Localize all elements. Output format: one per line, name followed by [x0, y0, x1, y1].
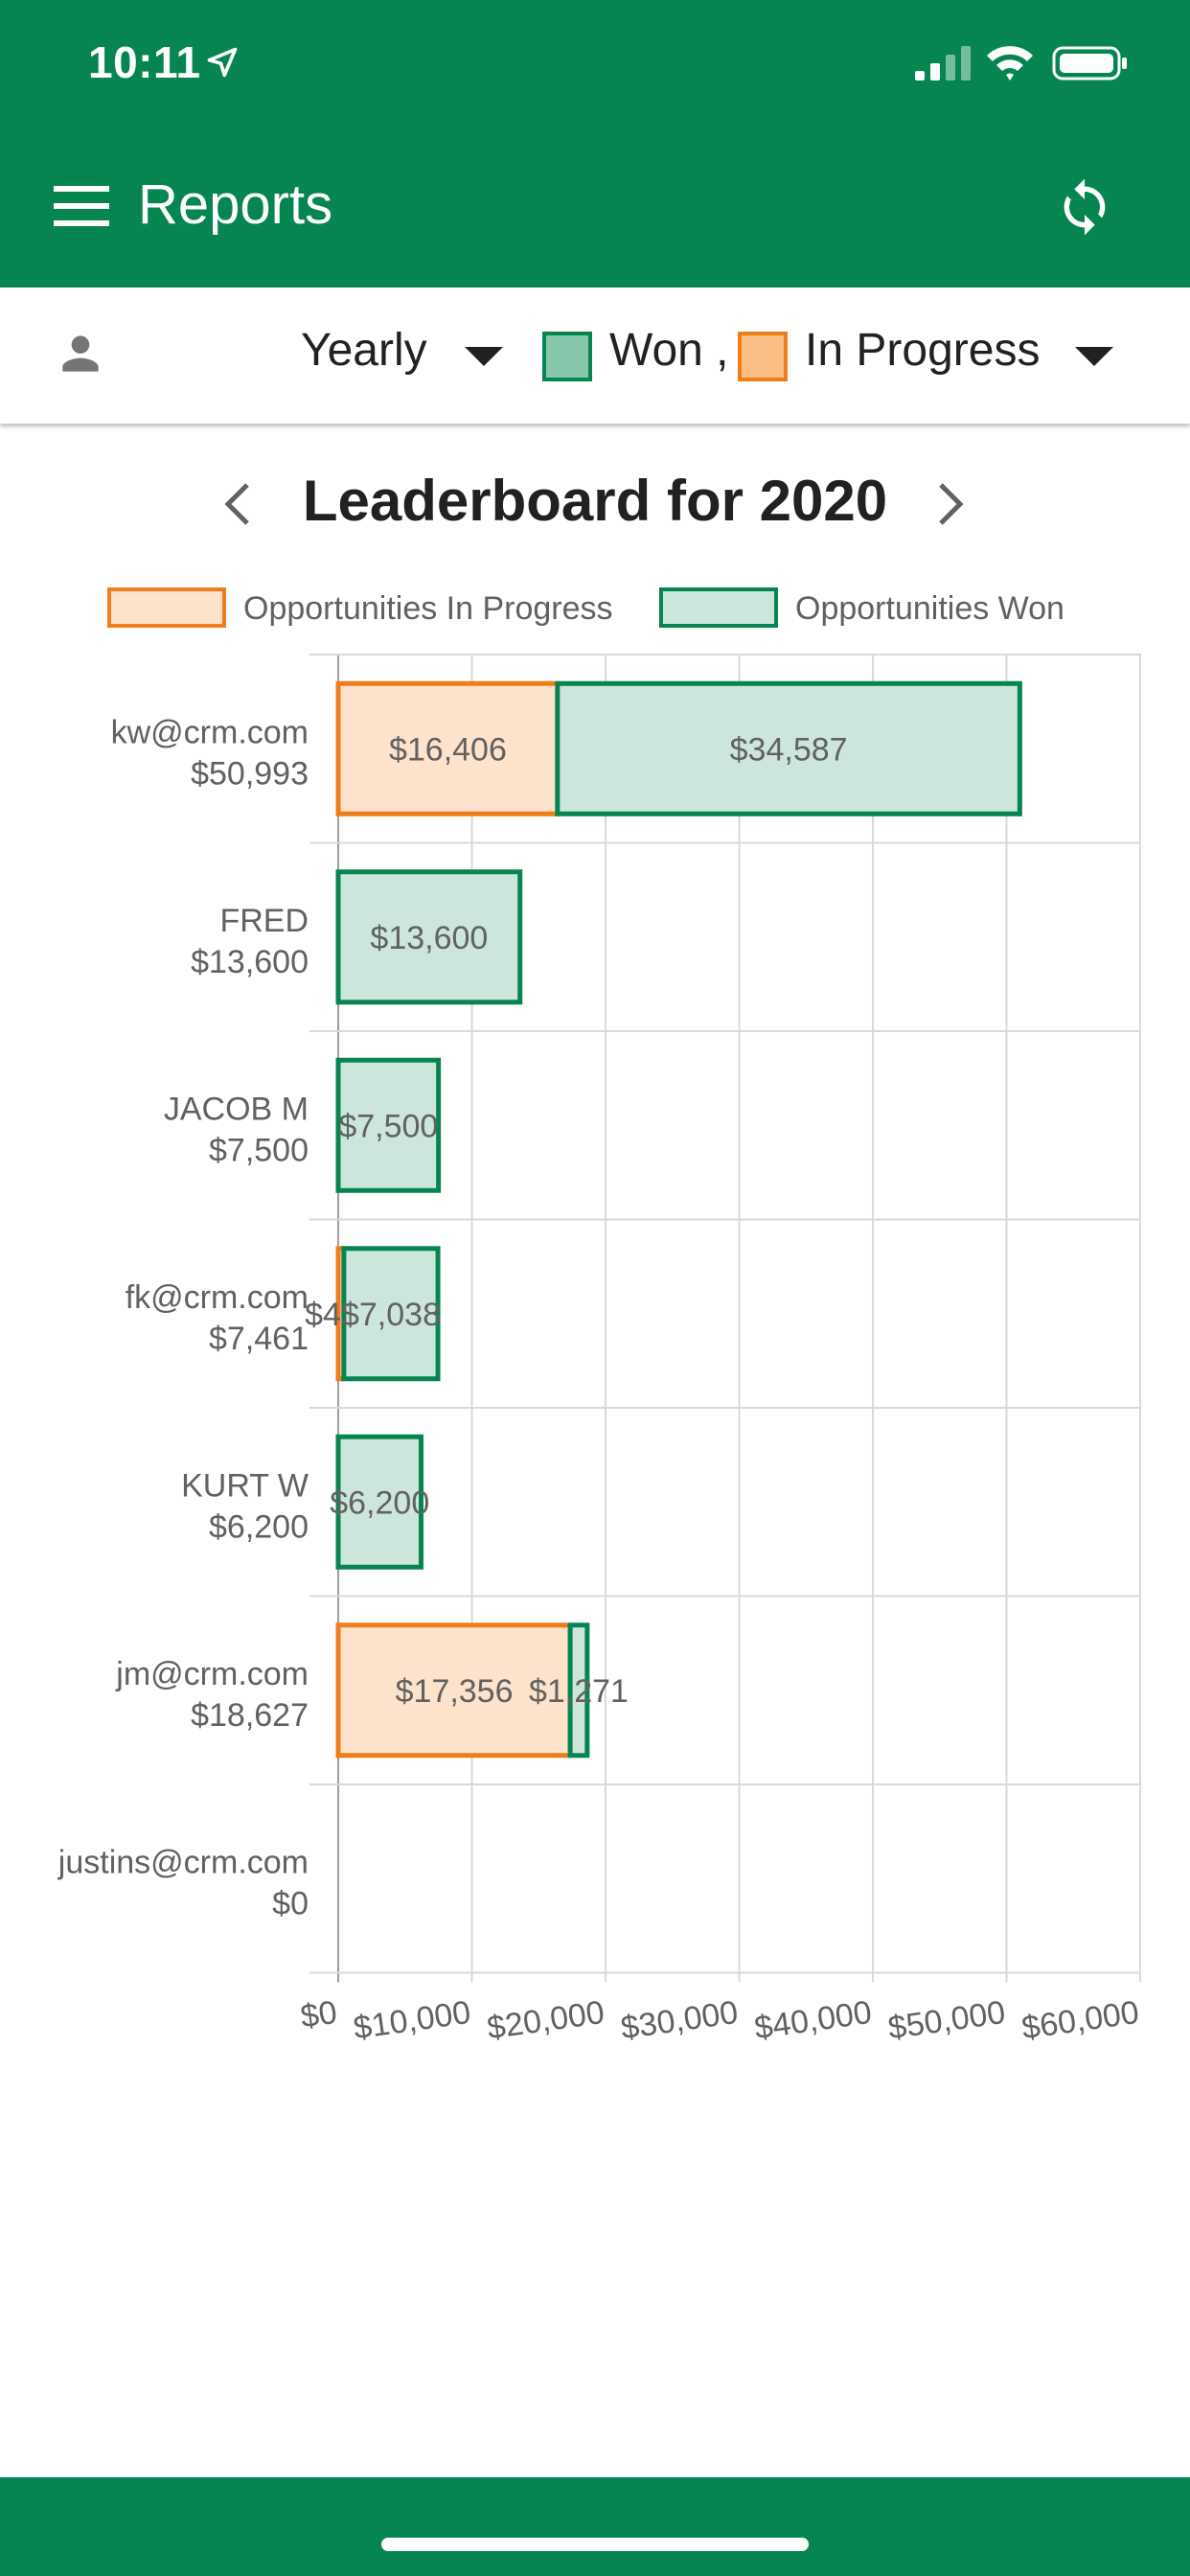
- x-tick-label: $10,000: [352, 1994, 473, 2047]
- bar-data-label: $34,587: [730, 731, 848, 768]
- category-label: jm@crm.com: [115, 1656, 309, 1692]
- bar-data-label: $1,271: [529, 1673, 629, 1710]
- bar-segment: [341, 1246, 441, 1382]
- bar-data-label: $16,406: [389, 731, 507, 768]
- category-label: JACOB M: [164, 1091, 309, 1127]
- bar-data-label: $7,038: [341, 1297, 441, 1333]
- leaderboard-title: Leaderboard for 2020: [302, 469, 888, 533]
- x-tick-label: $20,000: [485, 1994, 606, 2047]
- bar-segment: [335, 1434, 423, 1570]
- bar-data-label: $13,600: [370, 920, 488, 956]
- chevron-down-icon[interactable]: [1075, 347, 1113, 366]
- wifi-icon: [987, 46, 1033, 80]
- x-tick-label: $40,000: [752, 1994, 874, 2047]
- category-total: $7,461: [209, 1321, 309, 1357]
- menu-icon[interactable]: [54, 184, 109, 228]
- bar-segment: [567, 1622, 590, 1759]
- category-label: justins@crm.com: [57, 1844, 309, 1880]
- x-tick-label: $0: [298, 1994, 339, 2036]
- bar-data-label: $7,500: [338, 1108, 438, 1144]
- category-label: FRED: [219, 903, 309, 939]
- bar-segment: [335, 680, 561, 816]
- legend-label: Opportunities In Progress: [243, 590, 613, 627]
- x-tick-label: $50,000: [886, 1994, 1008, 2047]
- category-total: $6,200: [209, 1508, 309, 1545]
- bar-segment: [335, 1057, 442, 1193]
- category-label: fk@crm.com: [126, 1279, 309, 1316]
- page-title: Reports: [138, 173, 333, 236]
- category-total: $13,600: [191, 944, 309, 980]
- category-total: $7,500: [209, 1132, 309, 1168]
- bar-segment: [335, 869, 523, 1005]
- x-tick-label: $60,000: [1019, 1994, 1141, 2047]
- legend-label: Opportunities Won: [795, 590, 1064, 627]
- leaderboard-chart: Opportunities In Progress Opportunities W…: [57, 587, 1141, 2047]
- won-filter-label[interactable]: Won ,: [609, 325, 729, 376]
- x-tick-label: $30,000: [619, 1994, 741, 2047]
- bottom-bar: [0, 2477, 1190, 2576]
- battery-icon: [1052, 46, 1127, 80]
- in-progress-filter-label[interactable]: In Progress: [805, 325, 1041, 376]
- chevron-left-icon[interactable]: [218, 479, 257, 529]
- cellular-signal-icon: [915, 46, 971, 80]
- won-swatch: [542, 332, 592, 381]
- filter-bar: [0, 288, 1190, 424]
- location-arrow-icon: [207, 47, 238, 78]
- legend-swatch: [107, 587, 226, 628]
- category-total: $50,993: [191, 755, 309, 792]
- bar-data-label: $17,356: [396, 1673, 514, 1710]
- sync-icon[interactable]: [1054, 174, 1115, 240]
- category-total: $18,627: [191, 1697, 309, 1734]
- bar-segment: [555, 680, 1022, 816]
- person-icon[interactable]: [54, 326, 107, 381]
- category-total: $0: [272, 1885, 309, 1921]
- chevron-right-icon[interactable]: [931, 479, 970, 529]
- category-label: KURT W: [181, 1467, 309, 1504]
- home-indicator[interactable]: [381, 2538, 809, 2551]
- category-label: kw@crm.com: [111, 714, 309, 750]
- legend-swatch: [659, 587, 778, 628]
- bar-segment: [335, 1622, 573, 1759]
- app-bar: 10:11 Reports: [0, 0, 1190, 288]
- status-time: 10:11: [88, 37, 201, 87]
- chevron-down-icon[interactable]: [465, 347, 503, 366]
- bar-data-label: $6,200: [330, 1484, 429, 1521]
- period-selector[interactable]: Yearly: [301, 325, 427, 376]
- in-progress-swatch: [738, 332, 788, 381]
